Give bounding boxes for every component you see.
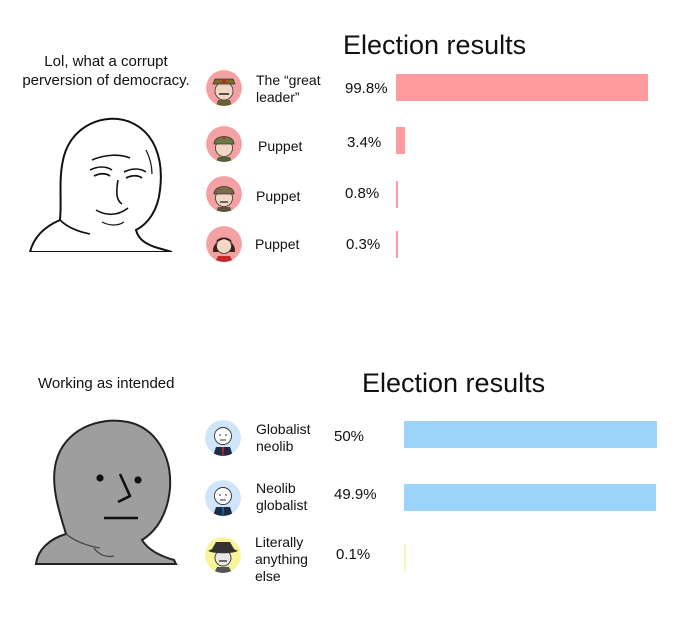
cowboy-hat-icon bbox=[205, 537, 241, 573]
soldier-helmet-icon bbox=[206, 126, 242, 162]
top-bar-1 bbox=[396, 74, 649, 101]
top-caption: Lol, what a corrupt perversion of democr… bbox=[22, 53, 190, 89]
bottom-candidate-label-1: Globalist neolib bbox=[256, 421, 311, 454]
top-value-label-2: 3.4% bbox=[347, 134, 382, 151]
top-value-label-4: 0.3% bbox=[346, 236, 381, 253]
bottom-value-label-1: 50% bbox=[334, 428, 365, 445]
bottom-value-label-2: 49.9% bbox=[334, 486, 377, 503]
wojak-suit-icon bbox=[205, 420, 241, 456]
bottom-bar-2 bbox=[404, 484, 657, 511]
bottom-candidate-label-2: Neolib globalist bbox=[256, 480, 308, 513]
top-chart-title: Election results bbox=[343, 30, 527, 60]
bottom-chart-title: Election results bbox=[362, 368, 546, 398]
top-bar-4 bbox=[396, 231, 398, 258]
top-candidate-label-1: The “great leader” bbox=[256, 72, 321, 105]
top-bar-2 bbox=[396, 127, 405, 154]
npc-face-icon bbox=[34, 419, 178, 565]
top-candidate-label-4: Puppet bbox=[255, 236, 300, 252]
bottom-value-label-3: 0.1% bbox=[336, 546, 371, 563]
top-candidate-label-3: Puppet bbox=[256, 188, 301, 204]
soldier-helmet-icon bbox=[206, 176, 242, 212]
top-value-label-1: 99.8% bbox=[345, 80, 388, 97]
top-candidate-label-2: Puppet bbox=[258, 138, 303, 154]
bottom-bar-3 bbox=[404, 544, 406, 571]
bottom-bar-1 bbox=[404, 421, 657, 448]
wojak-smug-face-icon bbox=[28, 117, 173, 252]
woman-bob-hair-icon bbox=[206, 226, 242, 262]
top-bar-3 bbox=[396, 181, 399, 208]
top-value-label-3: 0.8% bbox=[345, 185, 380, 202]
dictator-cap-icon bbox=[206, 70, 242, 106]
bottom-caption: Working as intended bbox=[38, 375, 175, 392]
bottom-candidate-label-3: Literally anything else bbox=[255, 534, 308, 584]
wojak-suit-icon bbox=[205, 480, 241, 516]
